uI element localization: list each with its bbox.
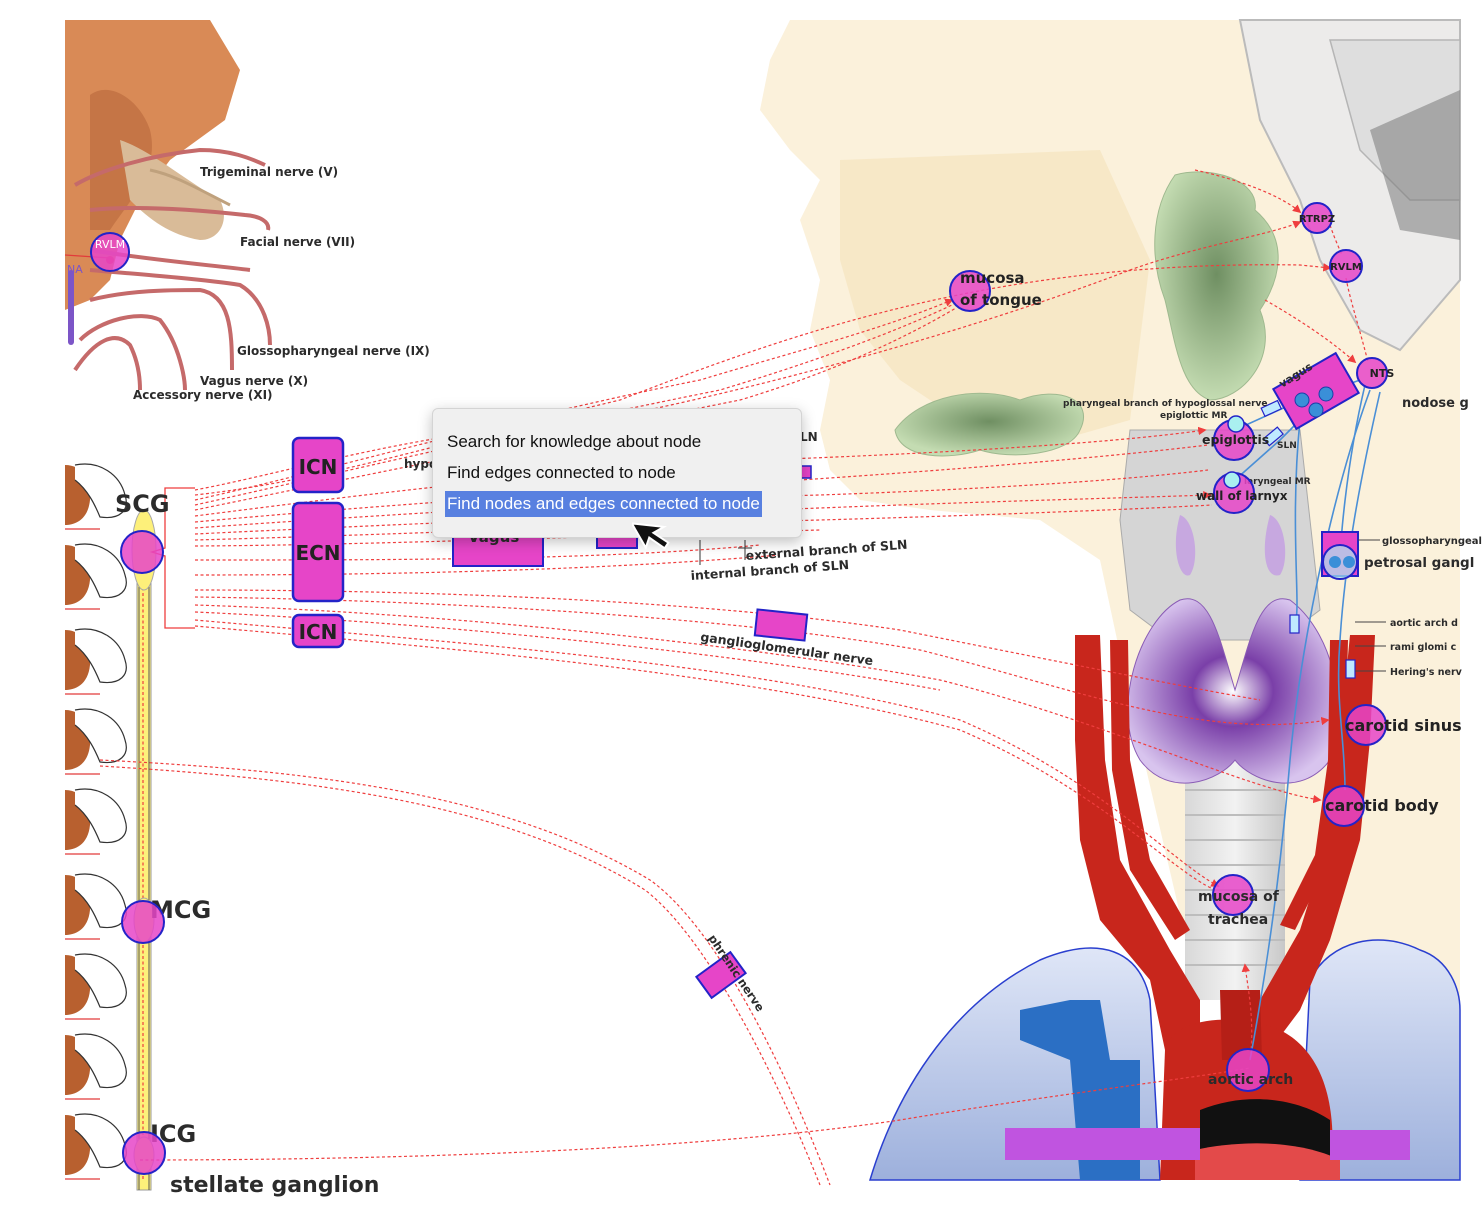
glossopharyngeal-label: Glossopharyngeal nerve (IX): [237, 344, 430, 358]
vagus-nerve-label: Vagus nerve (X): [200, 374, 308, 388]
mcg-node[interactable]: [121, 900, 165, 944]
aortic-arch-label: aortic arch: [1208, 1072, 1293, 1088]
scg-node[interactable]: [120, 530, 164, 574]
menu-item-search-knowledge[interactable]: Search for knowledge about node: [447, 432, 702, 451]
vertebra-process: [74, 708, 127, 764]
icn-top-label: ICN: [299, 455, 338, 479]
vertebra-process: [74, 1033, 127, 1089]
cranial-nerve-fibers: [73, 147, 272, 391]
nodose-label: nodose g: [1402, 396, 1469, 411]
carotid-sinus-node[interactable]: carotid sinus: [1345, 704, 1462, 746]
rvlm-right-node[interactable]: RVLM: [1329, 249, 1363, 283]
mucosa-tongue-line1: mucosa: [960, 269, 1025, 287]
icn-bottom-node[interactable]: ICN: [291, 613, 345, 649]
rvlm-left-label: RVLM: [95, 238, 125, 251]
stellate-label: stellate ganglion: [170, 1173, 379, 1198]
na-strip: [68, 270, 74, 345]
rami-glomi-label: rami glomi c: [1390, 642, 1456, 653]
rvlm-left-node[interactable]: RVLM: [90, 232, 130, 272]
epiglottic-mr-label: epiglottic MR: [1160, 411, 1227, 421]
epiglottis-label: epiglottis: [1202, 432, 1269, 447]
carotid-body-label: carotid body: [1325, 796, 1439, 815]
menu-item-find-nodes-and-edges[interactable]: Find nodes and edges connected to node: [445, 491, 762, 517]
carotid-sinus-label: carotid sinus: [1345, 716, 1462, 735]
pharyngeal-branch-label: pharyngeal branch of hypoglossal nerve: [1063, 399, 1267, 409]
mouse-cursor-icon: [632, 522, 670, 551]
aortic-arch-node[interactable]: aortic arch: [1208, 1048, 1293, 1092]
facial-label: Facial nerve (VII): [240, 235, 355, 249]
ecn-label: ECN: [295, 541, 340, 565]
petrosal-label: petrosal gangl: [1364, 555, 1474, 571]
scg-label: SCG: [115, 490, 170, 518]
trigeminal-label: Trigeminal nerve (V): [200, 165, 338, 179]
accessory-label: Accessory nerve (XI): [133, 388, 273, 402]
petrosal-node[interactable]: petrosal gangl: [1322, 544, 1474, 580]
menu-item-find-edges[interactable]: Find edges connected to node: [447, 463, 676, 482]
epiglottis-node[interactable]: epiglottis: [1202, 415, 1269, 461]
spinal-segments: [65, 463, 127, 1180]
rtrpz-label: RTRPZ: [1299, 214, 1335, 225]
wall-larynx-label: wall of larnyx: [1196, 489, 1288, 503]
rvlm-right-label: RVLM: [1330, 262, 1362, 273]
carotid-body-node[interactable]: carotid body: [1323, 785, 1439, 827]
vertebra-process: [74, 1113, 127, 1169]
herings-label: Hering's nerv: [1390, 667, 1463, 678]
vertebra-process: [74, 953, 127, 1009]
tongue-shape: [894, 171, 1279, 457]
icn-top-node[interactable]: ICN: [291, 436, 345, 494]
glossopharyngeal-small-label: glossopharyngeal: [1382, 536, 1482, 547]
arteries: [1005, 635, 1410, 1180]
hypo-label: hypo: [404, 457, 437, 471]
mucosa-tongue-line2: of tongue: [960, 291, 1042, 309]
sympathetic-trunk: [131, 509, 157, 1191]
vertebra-process: [74, 628, 127, 684]
rtrpz-node[interactable]: RTRPZ: [1299, 202, 1335, 234]
mucosa-tongue-node[interactable]: mucosa of tongue: [949, 269, 1042, 312]
larynx-shape: [1119, 429, 1321, 641]
ecn-node[interactable]: ECN: [291, 501, 345, 603]
mucosa-trachea-line2: trachea: [1208, 912, 1268, 928]
vertebra-process: [74, 463, 127, 519]
na-label: NA: [67, 263, 83, 276]
nts-label: NTS: [1370, 367, 1395, 380]
trachea-shape: [1185, 760, 1285, 1000]
mucosa-trachea-line1: mucosa of: [1198, 889, 1280, 905]
vertebra-process: [74, 543, 127, 599]
nts-node[interactable]: NTS: [1356, 357, 1395, 389]
aortic-arch-small-label: aortic arch d: [1390, 618, 1458, 629]
sln-small-label: SLN: [1277, 441, 1297, 451]
context-menu: Search for knowledge about node Find edg…: [432, 408, 802, 538]
icn-bottom-label: ICN: [299, 620, 338, 644]
vertebra-process: [74, 788, 127, 844]
laryngeal-mr-label: laryngeal MR: [1244, 477, 1311, 487]
sln-label: LN: [800, 430, 818, 444]
icg-node[interactable]: [122, 1131, 166, 1175]
wall-larynx-node[interactable]: wall of larnyx: [1196, 471, 1288, 514]
mucosa-trachea-node[interactable]: mucosa of trachea: [1198, 874, 1280, 928]
